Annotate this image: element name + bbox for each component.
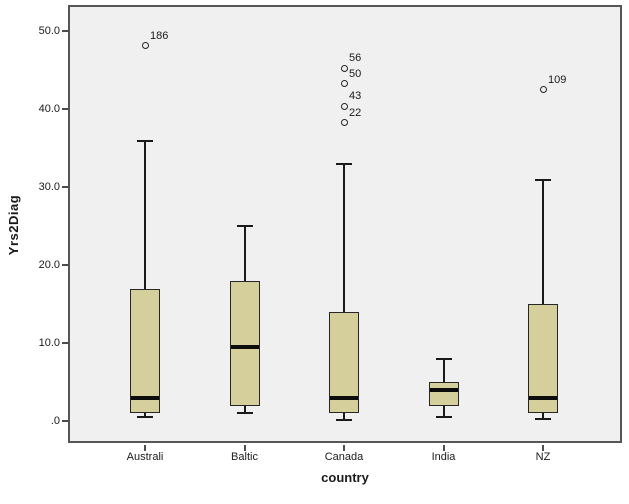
upper-whisker (442, 358, 445, 383)
y-tick-mark (62, 186, 69, 189)
x-tick-mark (243, 445, 246, 451)
x-axis-title: country (321, 470, 369, 485)
outlier-label: 109 (548, 73, 567, 86)
box (229, 280, 260, 406)
upper-whisker-cap (236, 225, 253, 228)
outlier-label: 22 (349, 106, 362, 119)
x-tick-mark (442, 445, 445, 451)
x-tick-label: Baltic (231, 451, 258, 463)
y-tick-label: 50.0 (38, 24, 60, 37)
y-tick-label: 10.0 (38, 336, 60, 349)
upper-whisker (144, 140, 146, 289)
median-line (330, 396, 358, 400)
y-tick-label: 40.0 (38, 102, 60, 115)
y-tick-label: .0 (50, 414, 60, 427)
outlier-label: 186 (150, 29, 169, 42)
outlier-point (340, 64, 348, 72)
x-tick-label: Australi (126, 451, 164, 463)
lower-whisker-cap (435, 416, 452, 419)
y-tick-label: 20.0 (38, 258, 60, 271)
x-tick-label: NZ (535, 451, 551, 463)
outlier-point (340, 80, 348, 88)
median-line (131, 396, 159, 400)
box (528, 304, 558, 414)
outlier-label: 56 (349, 52, 362, 65)
x-tick-mark (343, 445, 345, 451)
lower-whisker-cap (535, 417, 551, 420)
lower-whisker-cap (336, 418, 352, 421)
outlier-label: 43 (349, 90, 362, 103)
x-tick-label: India (431, 451, 456, 463)
y-tick-label: 30.0 (38, 180, 60, 193)
outlier-label: 50 (349, 67, 362, 80)
upper-whisker (542, 179, 544, 305)
x-tick-mark (144, 445, 146, 451)
y-axis-title: Yrs2Diag (6, 194, 21, 256)
lower-whisker (343, 413, 345, 420)
x-tick-mark (542, 445, 544, 451)
y-tick-mark (62, 342, 69, 345)
median-line (429, 388, 458, 392)
upper-whisker-cap (435, 357, 452, 360)
outlier-point (141, 42, 149, 50)
lower-whisker-cap (137, 416, 153, 419)
median-line (230, 345, 259, 349)
outlier-point (539, 86, 547, 94)
y-tick-mark (62, 108, 69, 111)
upper-whisker-cap (535, 178, 551, 181)
lower-whisker (442, 405, 445, 418)
outlier-point (340, 119, 348, 127)
y-tick-mark (62, 30, 69, 33)
y-tick-mark (62, 420, 69, 423)
upper-whisker (243, 226, 246, 281)
lower-whisker (542, 413, 544, 419)
x-tick-label: Canada (324, 451, 364, 463)
lower-whisker (243, 405, 246, 414)
upper-whisker-cap (137, 139, 153, 142)
median-line (529, 396, 557, 400)
box (428, 382, 459, 406)
lower-whisker-cap (236, 412, 253, 415)
lower-whisker (144, 413, 146, 418)
box (130, 288, 160, 414)
y-tick-mark (62, 264, 69, 267)
upper-whisker-cap (336, 162, 352, 165)
upper-whisker (343, 163, 345, 313)
outlier-point (340, 102, 348, 110)
